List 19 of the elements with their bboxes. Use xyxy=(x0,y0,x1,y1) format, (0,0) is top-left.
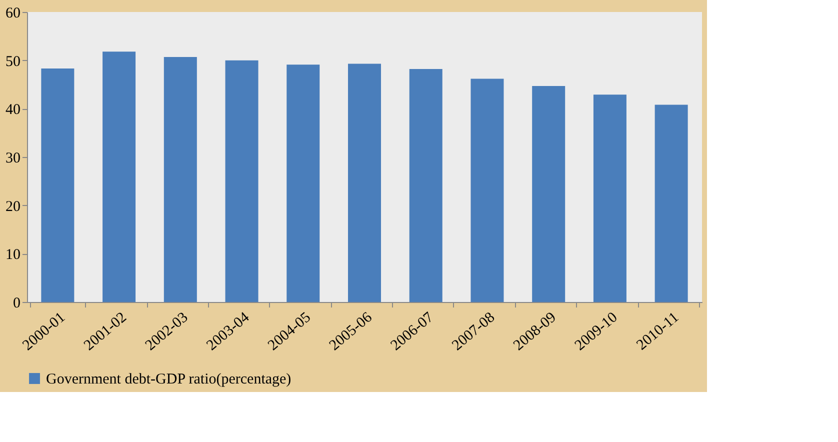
bar xyxy=(164,56,197,302)
bar xyxy=(593,94,626,302)
bar xyxy=(654,104,688,302)
bar xyxy=(532,86,566,302)
bar xyxy=(41,68,74,302)
bar xyxy=(225,60,258,302)
y-tick-label: 10 xyxy=(6,247,20,264)
y-tick-label: 30 xyxy=(6,150,20,166)
legend-label: Government debt-GDP ratio(percentage) xyxy=(46,372,292,388)
y-tick-label: 40 xyxy=(6,102,20,118)
y-tick-label: 60 xyxy=(6,6,20,22)
y-tick-label: 0 xyxy=(13,296,20,312)
y-tick-label: 20 xyxy=(6,198,20,215)
bar xyxy=(348,64,381,302)
y-tick-label: 50 xyxy=(6,54,20,70)
bar xyxy=(470,78,504,302)
bar xyxy=(409,69,442,302)
bar xyxy=(286,64,320,302)
bar xyxy=(102,52,136,302)
